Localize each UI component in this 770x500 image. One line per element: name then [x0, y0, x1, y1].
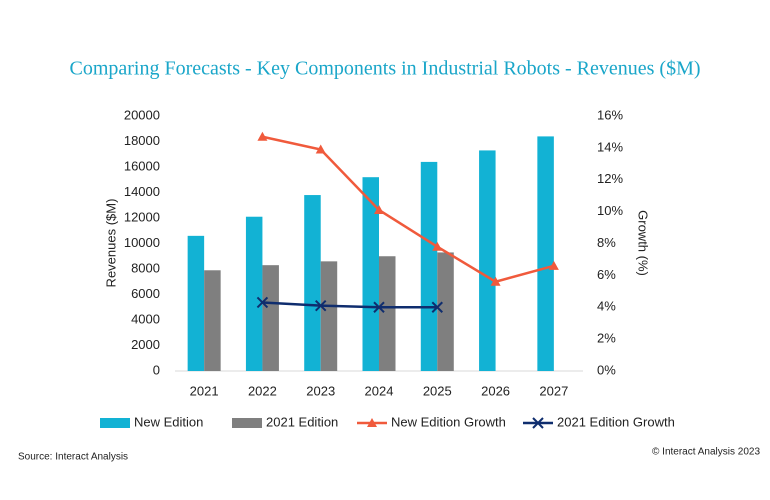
y-tick-label: 18000	[124, 133, 160, 148]
bar	[537, 136, 554, 371]
y-tick-label: 2000	[131, 337, 160, 352]
line	[262, 135, 555, 284]
x-tick-label: 2027	[539, 383, 568, 398]
bar	[262, 265, 279, 371]
bar	[204, 270, 221, 371]
y2-tick-label: 14%	[597, 139, 623, 154]
legend-swatch	[232, 418, 262, 428]
line-marker	[431, 301, 443, 313]
line-marker	[374, 205, 384, 215]
line-marker	[256, 296, 269, 309]
line-marker	[432, 241, 443, 251]
line	[262, 301, 438, 309]
y-tick-label: 0	[153, 362, 160, 377]
y2-axis-label: Growth (%)	[636, 210, 651, 276]
line-marker	[257, 131, 268, 141]
y-tick-label: 10000	[124, 235, 160, 250]
bar	[187, 235, 205, 371]
y-tick-label: 8000	[131, 260, 160, 275]
y2-tick-label: 0%	[597, 362, 616, 377]
y-tick-label: 20000	[124, 107, 160, 122]
line-marker	[548, 260, 559, 270]
x-tick-label: 2026	[481, 383, 510, 398]
legend-marker	[532, 417, 544, 429]
x-tick-label: 2022	[248, 383, 277, 398]
copyright: © Interact Analysis 2023	[652, 447, 760, 458]
y2-tick-label: 10%	[597, 203, 623, 218]
x-tick-label: 2021	[190, 383, 219, 398]
x-tick-label: 2025	[423, 383, 452, 398]
y2-tick-label: 4%	[597, 299, 616, 314]
legend-swatch	[100, 418, 130, 428]
legend-label: 2021 Edition	[266, 414, 338, 429]
y-tick-label: 14000	[124, 184, 160, 199]
bar	[420, 161, 438, 371]
line-marker	[315, 144, 326, 154]
y2-tick-label: 2%	[597, 331, 616, 346]
bar	[379, 256, 396, 371]
bar	[437, 252, 454, 371]
y2-tick-label: 8%	[597, 235, 616, 250]
bar	[320, 261, 338, 371]
x-tick-label: 2023	[306, 383, 335, 398]
legend-label: New Edition Growth	[391, 414, 506, 429]
legend-label: New Edition	[134, 414, 203, 429]
legend-marker	[367, 418, 377, 427]
y-tick-label: 6000	[131, 286, 160, 301]
y2-tick-label: 16%	[597, 107, 623, 122]
y-tick-label: 16000	[124, 158, 160, 173]
bar	[304, 195, 321, 371]
y-tick-label: 4000	[131, 311, 160, 326]
x-tick-label: 2024	[365, 383, 394, 398]
y-tick-label: 12000	[124, 209, 160, 224]
y-axis-label: Revenues ($M)	[103, 199, 118, 288]
y2-tick-label: 6%	[597, 267, 616, 282]
source: Source: Interact Analysis	[18, 452, 128, 463]
bar	[245, 216, 263, 371]
bar	[479, 150, 496, 371]
chart-title: Comparing Forecasts - Key Components in …	[69, 58, 700, 80]
y2-tick-label: 12%	[597, 171, 623, 186]
legend-label: 2021 Edition Growth	[557, 414, 675, 429]
line-marker	[490, 276, 501, 286]
line-marker	[315, 299, 327, 312]
line-marker	[373, 301, 385, 313]
bar	[362, 177, 379, 371]
